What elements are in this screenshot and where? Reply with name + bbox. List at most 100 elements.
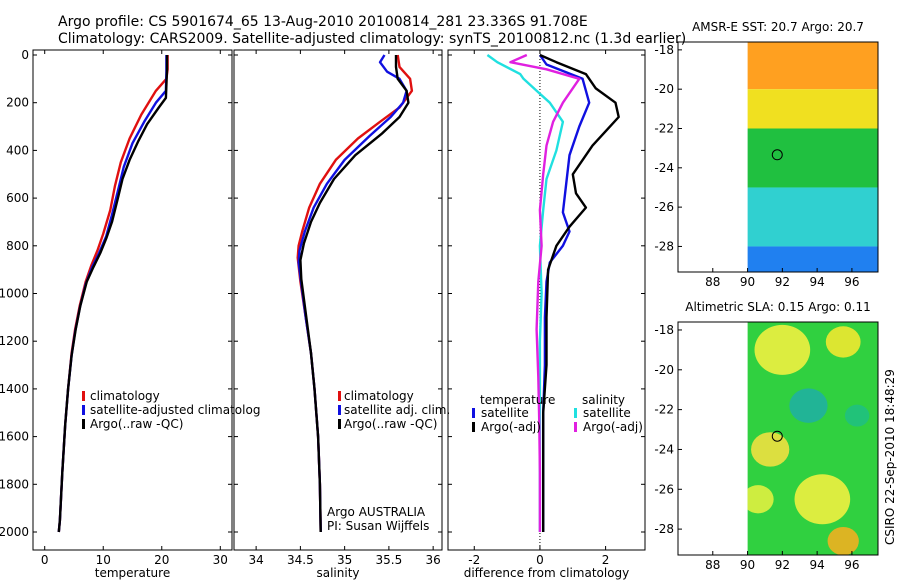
sst-map-band — [747, 42, 878, 90]
salinity-xtick-label: 36 — [426, 553, 441, 567]
temperature-ytick-label: 200 — [6, 96, 29, 110]
salinity-xtick-label: 35.5 — [376, 553, 403, 567]
sst-map-band — [747, 246, 878, 272]
sst-map-ytick-label: -24 — [654, 161, 674, 175]
salinity-legend-swatch — [338, 405, 341, 415]
temperature-ytick-label: 0 — [21, 48, 29, 62]
temperature-legend-label: Argo(..raw -QC) — [90, 417, 183, 431]
sla-map-blob — [827, 526, 859, 555]
temperature-ytick-label: 2000 — [0, 525, 29, 539]
salinity-legend-swatch — [338, 419, 341, 429]
temperature-xtick-label: 0 — [41, 553, 49, 567]
salinity-note: Argo AUSTRALIA — [327, 505, 426, 519]
temperature-ytick-label: 1200 — [0, 334, 29, 348]
difference-legend-swatch — [574, 408, 577, 418]
sla-map-blob — [751, 432, 790, 467]
salinity-note: PI: Susan Wijffels — [327, 519, 429, 533]
sst-map-band — [747, 89, 878, 129]
sst-map-ytick-label: -28 — [654, 239, 674, 253]
salinity-frame — [233, 49, 443, 551]
difference-legend-title-salinity: salinity — [582, 393, 625, 407]
temperature-xtick-label: 30 — [213, 553, 228, 567]
sla-map-blob — [844, 404, 870, 427]
sla-map-image — [747, 322, 878, 555]
sst-map-xtick-label: 90 — [740, 275, 755, 289]
sla-map-blob — [747, 485, 774, 514]
temperature-ytick-label: 1000 — [0, 287, 29, 301]
sst-map-xtick-label: 94 — [809, 275, 824, 289]
difference-series-magenta — [509, 53, 581, 532]
difference-xtick-label: 2 — [602, 553, 610, 567]
salinity-xtick-label: 34.5 — [287, 553, 314, 567]
sst-map-argo-marker — [771, 149, 783, 161]
temperature-panel: 0 200 400 600 800 1000 1200 1400 1600 1800 2000 0 10… — [0, 48, 260, 580]
difference-legend-label: Argo(-adj) — [481, 420, 541, 434]
temperature-ytick-label: 800 — [6, 239, 29, 253]
sla-map-xtick-label: 92 — [775, 558, 790, 572]
temperature-xtick-label: 20 — [154, 553, 169, 567]
difference-legend-swatch — [472, 408, 475, 418]
sst-map-title: AMSR-E SST: 20.7 Argo: 20.7 — [692, 20, 864, 34]
temperature-ytick-label: 1400 — [0, 382, 29, 396]
sla-map-frame — [677, 321, 879, 556]
salinity-legend-swatch — [338, 391, 341, 401]
sla-map-ytick-label: -24 — [654, 442, 674, 456]
sst-map-ytick-label: -20 — [654, 82, 674, 96]
sst-map-band — [747, 187, 878, 247]
sst-map-xtick-label: 88 — [705, 275, 720, 289]
temperature-series-black — [57, 55, 169, 533]
sst-map-frame — [677, 41, 879, 273]
salinity-legend-label: Argo(..raw -QC) — [344, 417, 437, 431]
sla-map-ytick-label: -18 — [654, 323, 674, 337]
difference-xlabel: difference from climatology — [464, 566, 630, 580]
salinity-legend-label: climatology — [344, 389, 414, 403]
sla-map-blob — [825, 326, 861, 358]
difference-legend-swatch — [574, 422, 577, 432]
temperature-series-red — [57, 55, 169, 533]
sst-map-panel: AMSR-E SST: 20.7 Argo: 20.7 88 90 92 94 96 -18… — [654, 20, 879, 289]
salinity-panel: 34 34.5 35 35.5 36 salinity climatologysatelli… — [233, 49, 450, 580]
salinity-series-black — [299, 55, 410, 533]
sla-map-xtick-label: 96 — [844, 558, 859, 572]
sst-map-xtick-label: 96 — [844, 275, 859, 289]
header-line-1: Argo profile: CS 5901674_65 13-Aug-2010 … — [58, 14, 588, 30]
difference-xtick-label: 0 — [536, 553, 544, 567]
sla-map-blob — [754, 324, 811, 375]
sla-map-blob — [789, 388, 828, 423]
sla-map-ytick-label: -22 — [654, 403, 674, 417]
difference-legend-label: satellite — [583, 406, 631, 420]
temperature-frame — [32, 49, 233, 551]
temperature-ytick-label: 1800 — [0, 477, 29, 491]
sla-map-xtick-label: 88 — [705, 558, 720, 572]
salinity-legend-label: satellite adj. clim. — [344, 403, 450, 417]
salinity-xtick-label: 35 — [337, 553, 352, 567]
salinity-series-red — [296, 54, 414, 533]
temperature-legend-swatch — [82, 405, 85, 415]
sst-map-ytick-label: -22 — [654, 121, 674, 135]
sst-map-xtick-label: 92 — [775, 275, 790, 289]
sla-map-title: Altimetric SLA: 0.15 Argo: 0.11 — [685, 300, 870, 314]
difference-legend-label: satellite — [481, 406, 529, 420]
temperature-xlabel: temperature — [95, 566, 170, 580]
difference-legend-swatch — [472, 422, 475, 432]
sst-map-ytick-label: -26 — [654, 200, 674, 214]
header-line-2: Climatology: CARS2009. Satellite-adjuste… — [58, 31, 686, 47]
side-timestamp-label: CSIRO 22-Sep-2010 18:48:29 — [883, 369, 897, 545]
sst-map-image — [747, 42, 878, 272]
sla-map-xtick-label: 94 — [809, 558, 824, 572]
difference-legend-title-temperature: temperature — [480, 393, 555, 407]
salinity-xtick-label: 34 — [248, 553, 263, 567]
difference-legend-label: Argo(-adj) — [583, 420, 643, 434]
temperature-legend-swatch — [82, 391, 85, 401]
sst-map-ytick-label: -18 — [654, 43, 674, 57]
difference-xtick-label: -2 — [468, 553, 480, 567]
temperature-series-blue — [57, 55, 168, 533]
salinity-xlabel: salinity — [316, 566, 359, 580]
sla-map-ytick-label: -28 — [654, 522, 674, 536]
sla-map-blob — [794, 474, 851, 525]
difference-frame — [447, 49, 646, 551]
sst-map-band — [747, 128, 878, 188]
sla-map-ytick-label: -26 — [654, 482, 674, 496]
